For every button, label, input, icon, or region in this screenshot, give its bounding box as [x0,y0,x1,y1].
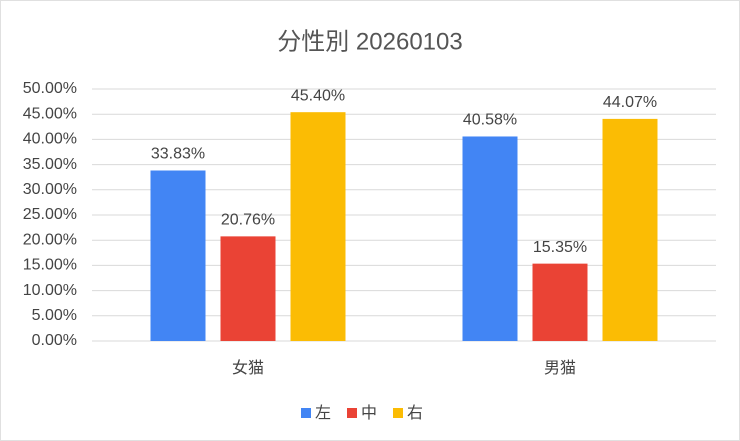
y-tick-label: 10.00% [23,282,77,299]
x-tick-label: 男猫 [544,359,576,377]
chart-title: 分性別 20260103 [277,28,462,55]
data-label: 40.58% [463,112,517,129]
bar [462,136,518,341]
legend-label: 右 [407,404,423,422]
y-tick-label: 15.00% [23,257,77,274]
legend-swatch [301,408,311,418]
y-tick-label: 0.00% [32,332,77,349]
data-label: 44.07% [603,94,657,111]
y-tick-label: 5.00% [32,307,77,324]
bar [290,112,346,342]
legend-label: 左 [315,404,331,422]
legend-swatch [347,408,357,418]
data-label: 20.76% [221,212,275,229]
y-tick-label: 25.00% [23,206,77,223]
y-tick-label: 45.00% [23,105,77,122]
bar [220,236,276,341]
bar [150,170,206,341]
x-tick-label: 女猫 [232,358,264,377]
data-label: 45.40% [291,87,345,104]
legend-swatch [393,408,403,418]
bar [532,263,588,341]
y-tick-label: 35.00% [23,156,77,173]
y-tick-label: 20.00% [23,231,77,248]
y-tick-label: 50.00% [23,80,77,97]
data-label: 15.35% [533,239,587,256]
bar [602,118,658,341]
y-tick-label: 40.00% [23,131,77,148]
data-label: 33.83% [151,146,205,163]
y-tick-label: 30.00% [23,181,77,198]
legend-label: 中 [361,404,377,422]
